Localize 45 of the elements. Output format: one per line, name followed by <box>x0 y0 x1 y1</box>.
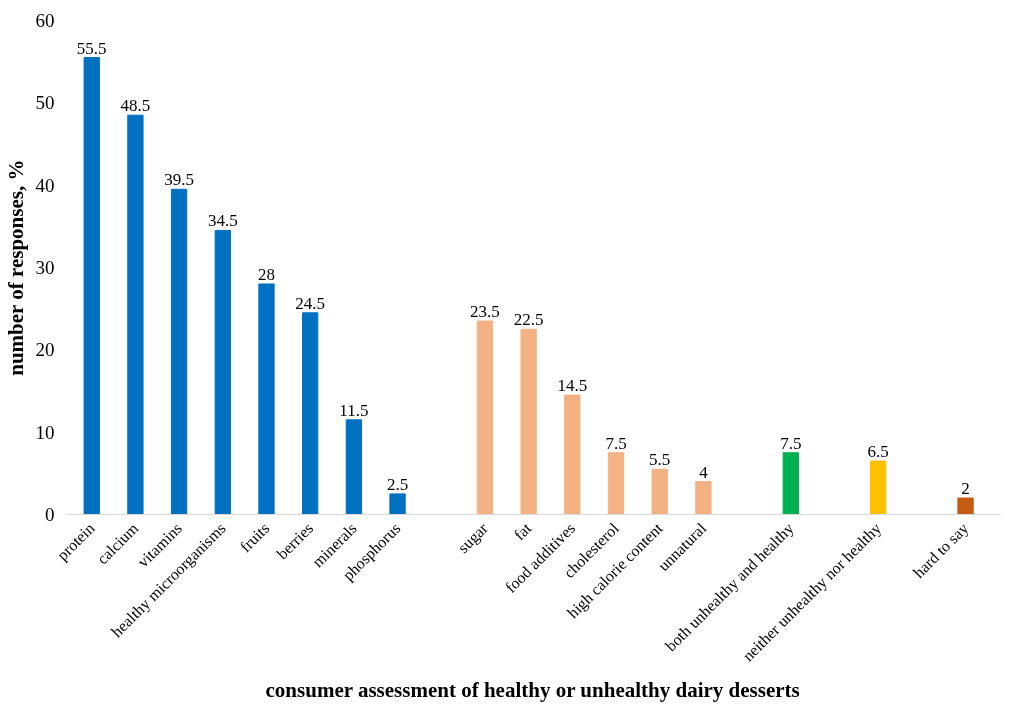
bar <box>83 57 100 515</box>
bar <box>258 283 275 515</box>
data-label: 28 <box>257 264 275 284</box>
bar <box>651 468 668 515</box>
data-label: 39.5 <box>164 170 194 190</box>
data-label: 22.5 <box>513 310 544 330</box>
data-label: 14.5 <box>557 376 588 396</box>
bar <box>214 229 231 515</box>
data-label: 11.5 <box>339 400 369 420</box>
y-tick-label: 40 <box>35 174 55 196</box>
data-label: 7.5 <box>605 433 627 453</box>
data-label: 7.5 <box>780 433 802 453</box>
x-tick-label: hard to say <box>909 519 973 582</box>
bar <box>345 419 363 515</box>
bar <box>170 188 188 515</box>
y-tick-label: 10 <box>35 421 55 443</box>
bar <box>782 452 799 515</box>
data-label: 2 <box>961 479 970 499</box>
bar <box>957 497 974 515</box>
bar <box>870 460 887 515</box>
bar <box>127 114 144 515</box>
data-label: 2.5 <box>386 474 409 494</box>
bar <box>695 481 712 515</box>
data-label: 48.5 <box>120 96 151 116</box>
y-tick-label: 30 <box>35 257 55 278</box>
bar <box>476 320 494 515</box>
y-tick-label: 60 <box>35 10 55 31</box>
bar <box>302 312 319 515</box>
data-label: 4 <box>699 462 709 482</box>
data-label: 24.5 <box>295 293 326 313</box>
data-label: 6.5 <box>867 441 889 461</box>
bar <box>607 452 625 515</box>
y-tick-label: 20 <box>35 339 55 361</box>
bar <box>389 493 406 515</box>
data-label: 34.5 <box>207 211 238 231</box>
bar <box>564 394 581 515</box>
x-tick-label: fat <box>510 519 536 544</box>
x-axis-title: consumer assessment of healthy or unhealthy dairy desserts <box>265 678 800 703</box>
y-tick-label: 0 <box>45 504 55 525</box>
data-label: 23.5 <box>470 302 500 322</box>
y-tick-label: 50 <box>35 92 55 114</box>
y-axis-title: number of responses, % <box>3 159 28 376</box>
data-label: 5.5 <box>649 450 671 470</box>
bar <box>520 328 537 515</box>
data-label: 55.5 <box>76 38 107 58</box>
